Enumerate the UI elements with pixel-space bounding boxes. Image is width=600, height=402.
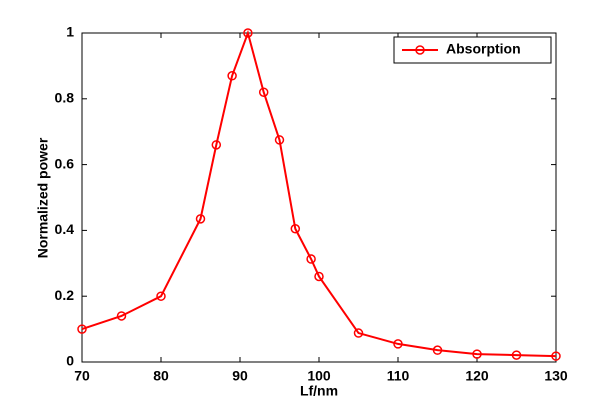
y-tick-label: 1 [66,24,74,40]
data-point [511,350,522,360]
legend-marker [415,45,425,55]
y-tick-label: 0.8 [55,90,75,106]
y-tick-label: 0.6 [55,155,75,171]
data-point [258,87,269,97]
x-axis-label: Lf/nm [300,383,338,399]
data-point [116,311,127,321]
x-tick-label: 70 [74,368,90,384]
x-tick-label: 130 [544,368,568,384]
data-point [472,349,482,359]
x-tick-label: 90 [232,368,248,384]
data-point [243,28,253,38]
data-point [77,324,87,334]
data-point [227,71,237,81]
y-tick-label: 0.2 [55,287,75,303]
data-point [306,254,316,264]
data-point [156,291,166,301]
data-point [393,339,403,349]
y-tick-label: 0 [66,353,74,369]
y-axis-label: Normalized power [35,137,51,258]
data-point [432,345,443,355]
x-tick-label: 110 [387,368,410,384]
x-tick-label: 120 [465,368,489,384]
x-tick-label: 100 [307,368,331,384]
legend-label: Absorption [446,41,521,57]
x-tick-label: 80 [153,368,169,384]
data-point [551,351,561,361]
data-point [290,224,301,234]
series-line [81,29,557,358]
data-point [274,135,285,145]
y-tick-label: 0.4 [55,221,75,237]
data-point [353,328,364,338]
data-point [211,140,222,150]
data-point [195,214,206,224]
data-point [314,271,324,282]
